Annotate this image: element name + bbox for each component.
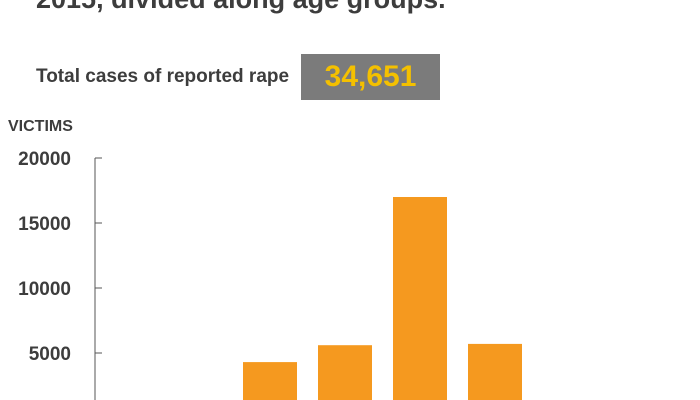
total-cases-label: Total cases of reported rape <box>36 66 290 87</box>
bars <box>243 197 522 400</box>
chart-title: 2015, divided along age groups. <box>36 0 676 16</box>
y-axis-ticks: 20000 15000 10000 5000 <box>18 149 102 365</box>
bar <box>468 343 522 400</box>
y-axis-label: VICTIMS <box>8 118 73 135</box>
bar <box>243 362 297 400</box>
y-tick-label: 15000 <box>18 214 71 235</box>
bar <box>318 345 372 400</box>
y-tick-label: 20000 <box>18 149 71 170</box>
total-cases-value: 34,651 <box>301 54 441 100</box>
total-cases-row: Total cases of reported rape 34,651 <box>36 54 441 100</box>
y-tick-label: 10000 <box>18 279 71 300</box>
bar <box>393 197 447 400</box>
y-tick-label: 5000 <box>29 344 71 365</box>
